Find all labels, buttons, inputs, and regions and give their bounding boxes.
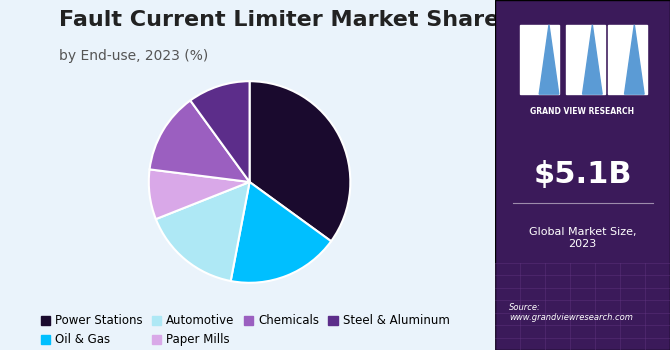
Text: by End-use, 2023 (%): by End-use, 2023 (%) bbox=[58, 49, 208, 63]
Text: Fault Current Limiter Market Share: Fault Current Limiter Market Share bbox=[58, 10, 499, 30]
Text: $5.1B: $5.1B bbox=[533, 161, 632, 189]
FancyBboxPatch shape bbox=[495, 0, 670, 350]
Text: GRAND VIEW RESEARCH: GRAND VIEW RESEARCH bbox=[531, 107, 634, 117]
Legend: Power Stations, Oil & Gas, Automotive, Paper Mills, Chemicals, Steel & Aluminum: Power Stations, Oil & Gas, Automotive, P… bbox=[36, 310, 454, 350]
Text: Source:
www.grandviewresearch.com: Source: www.grandviewresearch.com bbox=[509, 303, 633, 322]
Text: Global Market Size,
2023: Global Market Size, 2023 bbox=[529, 227, 636, 249]
